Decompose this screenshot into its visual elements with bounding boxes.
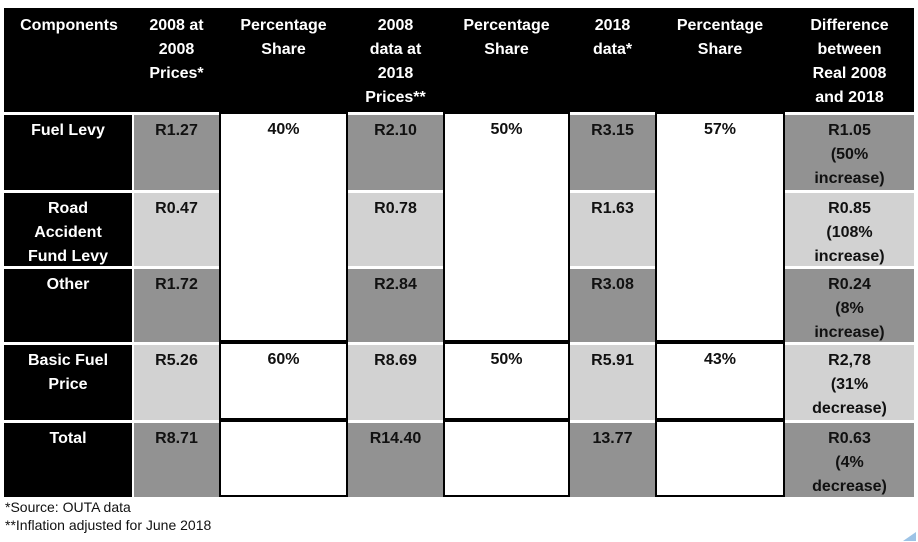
share-2008adj-total	[443, 420, 570, 497]
cell-total-2008: R8.71	[134, 420, 219, 497]
header-percentage-share-1: Percentage Share	[219, 8, 348, 112]
cell-fuel-levy-difference: R1.05 (50% increase)	[785, 112, 914, 190]
cell-other-2008: R1.72	[134, 266, 219, 342]
footnotes: *Source: OUTA data **Inflation adjusted …	[5, 499, 211, 535]
share-2008-total	[219, 420, 348, 497]
cell-total-2018: 13.77	[570, 420, 655, 497]
cell-total-difference: R0.63 (4% decrease)	[785, 420, 914, 497]
cell-raf-levy-2008at2018: R0.78	[348, 190, 443, 266]
component-fuel-levy: Fuel Levy	[4, 112, 134, 190]
cell-fuel-levy-2008: R1.27	[134, 112, 219, 190]
cell-raf-levy-2018: R1.63	[570, 190, 655, 266]
cell-raf-levy-2008: R0.47	[134, 190, 219, 266]
share-2018-total	[655, 420, 785, 497]
component-raf-levy: Road Accident Fund Levy	[4, 190, 134, 266]
header-percentage-share-2: Percentage Share	[443, 8, 570, 112]
corner-resize-mark-icon	[903, 532, 916, 541]
share-2018-levies: 57%	[655, 112, 785, 342]
footnote-inflation: **Inflation adjusted for June 2018	[5, 516, 212, 533]
header-components: Components	[4, 8, 134, 112]
component-basic-fuel-price: Basic Fuel Price	[4, 342, 134, 420]
cell-fuel-levy-2018: R3.15	[570, 112, 655, 190]
share-2008adj-basic-fuel: 50%	[443, 342, 570, 420]
component-total: Total	[4, 420, 134, 497]
share-2008-levies: 40%	[219, 112, 348, 342]
cell-other-difference: R0.24 (8% increase)	[785, 266, 914, 342]
component-other: Other	[4, 266, 134, 342]
cell-total-2008at2018: R14.40	[348, 420, 443, 497]
header-2008-at-2008-prices: 2008 at 2008 Prices*	[134, 8, 219, 112]
header-2008-data-at-2018-prices: 2008 data at 2018 Prices**	[348, 8, 443, 112]
cell-fuel-levy-2008at2018: R2.10	[348, 112, 443, 190]
cell-basic-fuel-2008at2018: R8.69	[348, 342, 443, 420]
share-2008-basic-fuel: 60%	[219, 342, 348, 420]
cell-basic-fuel-2008: R5.26	[134, 342, 219, 420]
cell-basic-fuel-2018: R5.91	[570, 342, 655, 420]
footnote-source: *Source: OUTA data	[5, 499, 131, 515]
cell-raf-levy-difference: R0.85 (108% increase)	[785, 190, 914, 266]
header-difference: Difference between Real 2008 and 2018	[785, 8, 914, 112]
share-2018-basic-fuel: 43%	[655, 342, 785, 420]
header-2018-data: 2018 data*	[570, 8, 655, 112]
header-percentage-share-3: Percentage Share	[655, 8, 785, 112]
cell-other-2018: R3.08	[570, 266, 655, 342]
cell-basic-fuel-difference: R2,78 (31% decrease)	[785, 342, 914, 420]
share-2008adj-levies: 50%	[443, 112, 570, 342]
fuel-price-comparison-table: Components 2008 at 2008 Prices* Percenta…	[4, 8, 914, 497]
cell-other-2008at2018: R2.84	[348, 266, 443, 342]
